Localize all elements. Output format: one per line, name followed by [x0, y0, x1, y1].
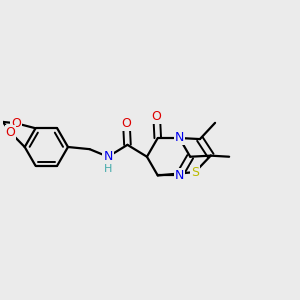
Text: O: O — [11, 117, 21, 130]
Text: N: N — [175, 131, 184, 145]
Text: O: O — [6, 126, 16, 139]
Text: H: H — [104, 164, 112, 174]
Text: S: S — [191, 166, 199, 178]
Text: N: N — [103, 150, 113, 163]
Text: N: N — [175, 169, 184, 182]
Text: O: O — [122, 117, 131, 130]
Text: O: O — [152, 110, 162, 123]
